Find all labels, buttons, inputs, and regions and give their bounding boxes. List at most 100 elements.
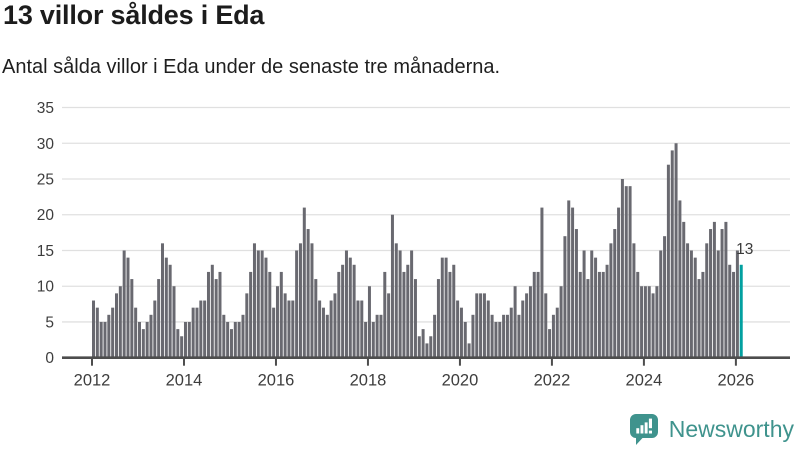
bar — [578, 271, 582, 358]
bar — [337, 271, 341, 358]
axis-tick-label: 15 — [37, 243, 54, 260]
bar — [655, 286, 659, 358]
bar — [716, 250, 720, 358]
bar — [663, 236, 667, 358]
bar — [670, 150, 674, 358]
bar — [153, 300, 157, 358]
bar — [739, 264, 743, 358]
bar — [594, 257, 598, 358]
bar — [118, 286, 122, 358]
bar — [548, 329, 552, 358]
bar — [712, 221, 716, 358]
bar — [456, 300, 460, 358]
bar — [157, 279, 161, 358]
bar — [283, 293, 287, 358]
bar-chart: 0 5 10 15 20 25 30 35 2012 2014 2016 2018 2020 2022 20… — [37, 100, 790, 390]
axis-tick-label: 2024 — [626, 372, 663, 390]
bar — [195, 307, 199, 358]
bar — [482, 293, 486, 358]
bar — [555, 307, 559, 358]
bar — [413, 279, 417, 358]
bar — [344, 250, 348, 358]
bar — [586, 279, 590, 358]
bar — [628, 186, 632, 358]
bar — [525, 293, 529, 358]
bar — [540, 207, 544, 358]
bar — [379, 314, 383, 358]
bar — [383, 271, 387, 358]
bar — [440, 257, 444, 358]
bar — [394, 243, 398, 358]
axis-tick-label: 2014 — [166, 372, 203, 390]
bar — [463, 321, 467, 358]
bar — [264, 257, 268, 358]
bar — [229, 329, 233, 358]
bar — [643, 286, 647, 358]
bar — [436, 279, 440, 358]
bar — [237, 321, 241, 358]
bar — [693, 257, 697, 358]
bar — [689, 250, 693, 358]
bar — [490, 314, 494, 358]
newsworthy-logo[interactable]: Newsworthy — [628, 412, 794, 446]
bar — [513, 286, 517, 358]
bar — [302, 207, 306, 358]
bar — [701, 271, 705, 358]
bar — [448, 271, 452, 358]
bar — [260, 250, 264, 358]
axis-tick-label: 30 — [37, 136, 55, 153]
bar — [402, 271, 406, 358]
bar — [325, 314, 329, 358]
bar — [287, 300, 291, 358]
bar — [360, 300, 364, 358]
bar — [318, 300, 322, 358]
bar — [597, 271, 601, 358]
bar — [134, 307, 138, 358]
bar — [486, 300, 490, 358]
bar — [724, 221, 728, 358]
bar — [617, 207, 621, 358]
bar — [168, 264, 172, 358]
bar — [398, 250, 402, 358]
bar — [494, 321, 498, 358]
bar — [601, 271, 605, 358]
bar — [145, 321, 149, 358]
bar — [245, 293, 249, 358]
bar — [387, 293, 391, 358]
bar — [582, 250, 586, 358]
axis-tick-label: 10 — [37, 279, 55, 296]
bar — [421, 329, 425, 358]
bar — [249, 271, 253, 358]
bar — [444, 257, 448, 358]
bar — [659, 250, 663, 358]
bar — [226, 321, 230, 358]
bar — [222, 314, 226, 358]
bar — [295, 250, 299, 358]
axis-tick-label: 2018 — [350, 372, 387, 390]
bar — [92, 300, 95, 358]
bar — [452, 264, 456, 358]
bar — [590, 250, 594, 358]
bar — [191, 307, 195, 358]
bar — [498, 321, 502, 358]
bar — [371, 321, 375, 358]
bar — [390, 214, 394, 358]
bar-chart-speech-bubble-icon — [629, 414, 658, 445]
bar — [429, 336, 433, 358]
bar — [314, 279, 318, 358]
page-subtitle: Antal sålda villor i Eda under de senast… — [2, 56, 501, 78]
bar — [356, 300, 360, 358]
bar — [647, 286, 651, 358]
bar — [567, 200, 571, 358]
bar — [728, 264, 732, 358]
axis-tick-label: 2012 — [74, 372, 111, 390]
bar — [203, 300, 207, 358]
bar — [176, 329, 180, 358]
bar — [214, 279, 218, 358]
bar — [624, 186, 628, 358]
bar — [709, 229, 713, 358]
axis-tick-label: 2022 — [534, 372, 571, 390]
bar — [348, 257, 352, 358]
bar — [674, 143, 678, 358]
